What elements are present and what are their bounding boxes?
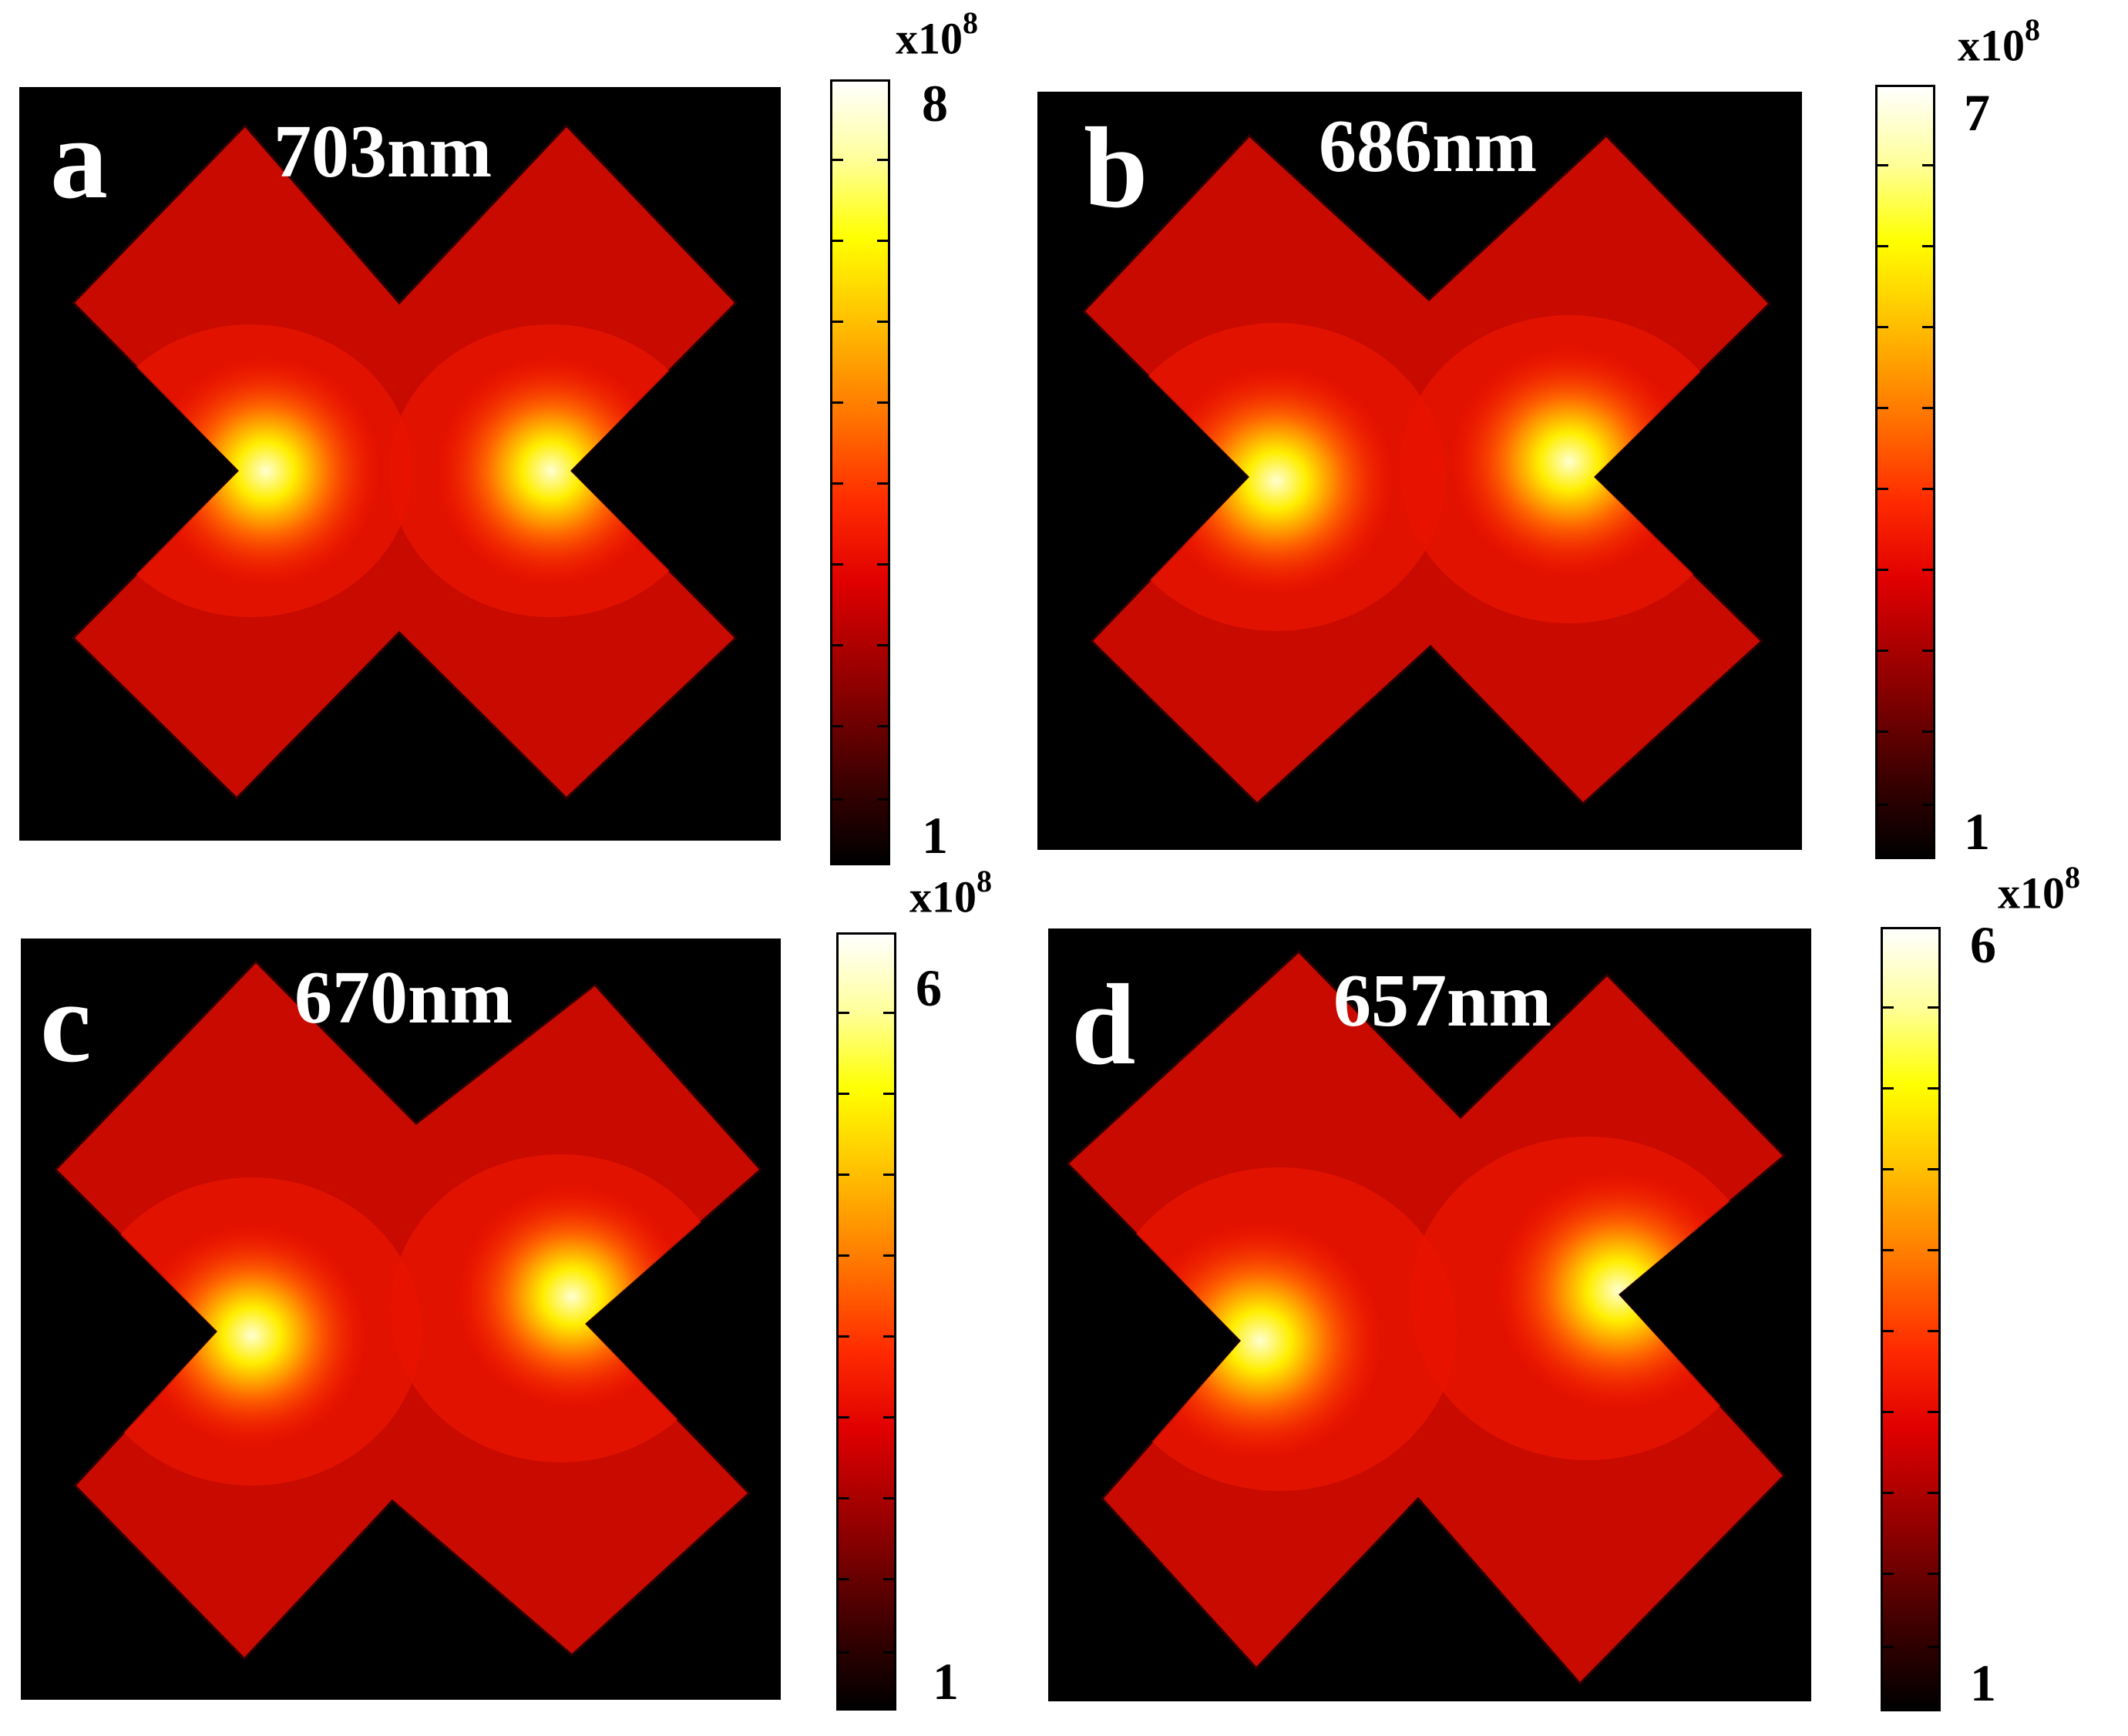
- panel-d-hotspot-left: [1137, 1221, 1383, 1460]
- panel-c-colorbar-exponent: x108: [909, 864, 992, 922]
- panel-d-wavelength: 657nm: [1333, 959, 1552, 1043]
- panel-b-hotspot-left: [1157, 365, 1396, 596]
- panel-a-wavelength: 703nm: [274, 110, 492, 193]
- panel-c-hotspot-right: [456, 1185, 687, 1409]
- panel-d-field-map: d 657nm: [1048, 928, 1811, 1701]
- panel-b-colorbar: [1875, 85, 1935, 859]
- panel-d-letter: d: [1071, 961, 1136, 1089]
- panel-d-colorbar-min: 1: [1970, 1654, 1996, 1712]
- panel-a-letter: a: [50, 95, 108, 223]
- panel-c-wavelength: 670nm: [294, 956, 513, 1039]
- panel-b-colorbar-max: 7: [1964, 83, 1990, 142]
- panel-d-colorbar-exponent: x108: [1998, 860, 2080, 918]
- panel-a-colorbar-max: 8: [922, 74, 948, 133]
- panel-d-colorbar: [1881, 927, 1941, 1711]
- panel-a-cross-svg: [71, 123, 738, 801]
- panel-a-hotspot-left: [150, 355, 382, 586]
- panel-c-letter: c: [40, 959, 92, 1086]
- panel-c-colorbar-max: 6: [916, 959, 942, 1017]
- panel-a-hotspot-right: [435, 355, 667, 586]
- panel-c-colorbar: [836, 932, 896, 1711]
- panel-b-letter: b: [1084, 104, 1148, 232]
- panel-b-colorbar-min: 1: [1964, 802, 1990, 861]
- panel-b-field-map: b 686nm: [1037, 92, 1802, 850]
- panel-d-hotspot-right: [1495, 1171, 1742, 1410]
- panel-b-colorbar-exponent: x108: [1958, 12, 2040, 71]
- panel-a-colorbar: [830, 79, 890, 865]
- panel-c-colorbar-min: 1: [933, 1652, 959, 1711]
- panel-d-cross-svg: [1065, 949, 1787, 1686]
- panel-b-wavelength: 686nm: [1319, 105, 1538, 188]
- panel-a-field-map: a 703nm: [19, 87, 781, 841]
- panel-c-hotspot-left: [136, 1224, 368, 1447]
- panel-c-field-map: c 670nm: [21, 939, 781, 1700]
- panel-b-cross-svg: [1081, 133, 1772, 806]
- panel-b-hotspot-right: [1450, 346, 1689, 577]
- panel-a-colorbar-exponent: x108: [896, 5, 978, 64]
- panel-a-colorbar-min: 1: [922, 806, 948, 865]
- panel-d-colorbar-max: 6: [1970, 915, 1996, 974]
- panel-c-cross-svg: [53, 959, 763, 1661]
